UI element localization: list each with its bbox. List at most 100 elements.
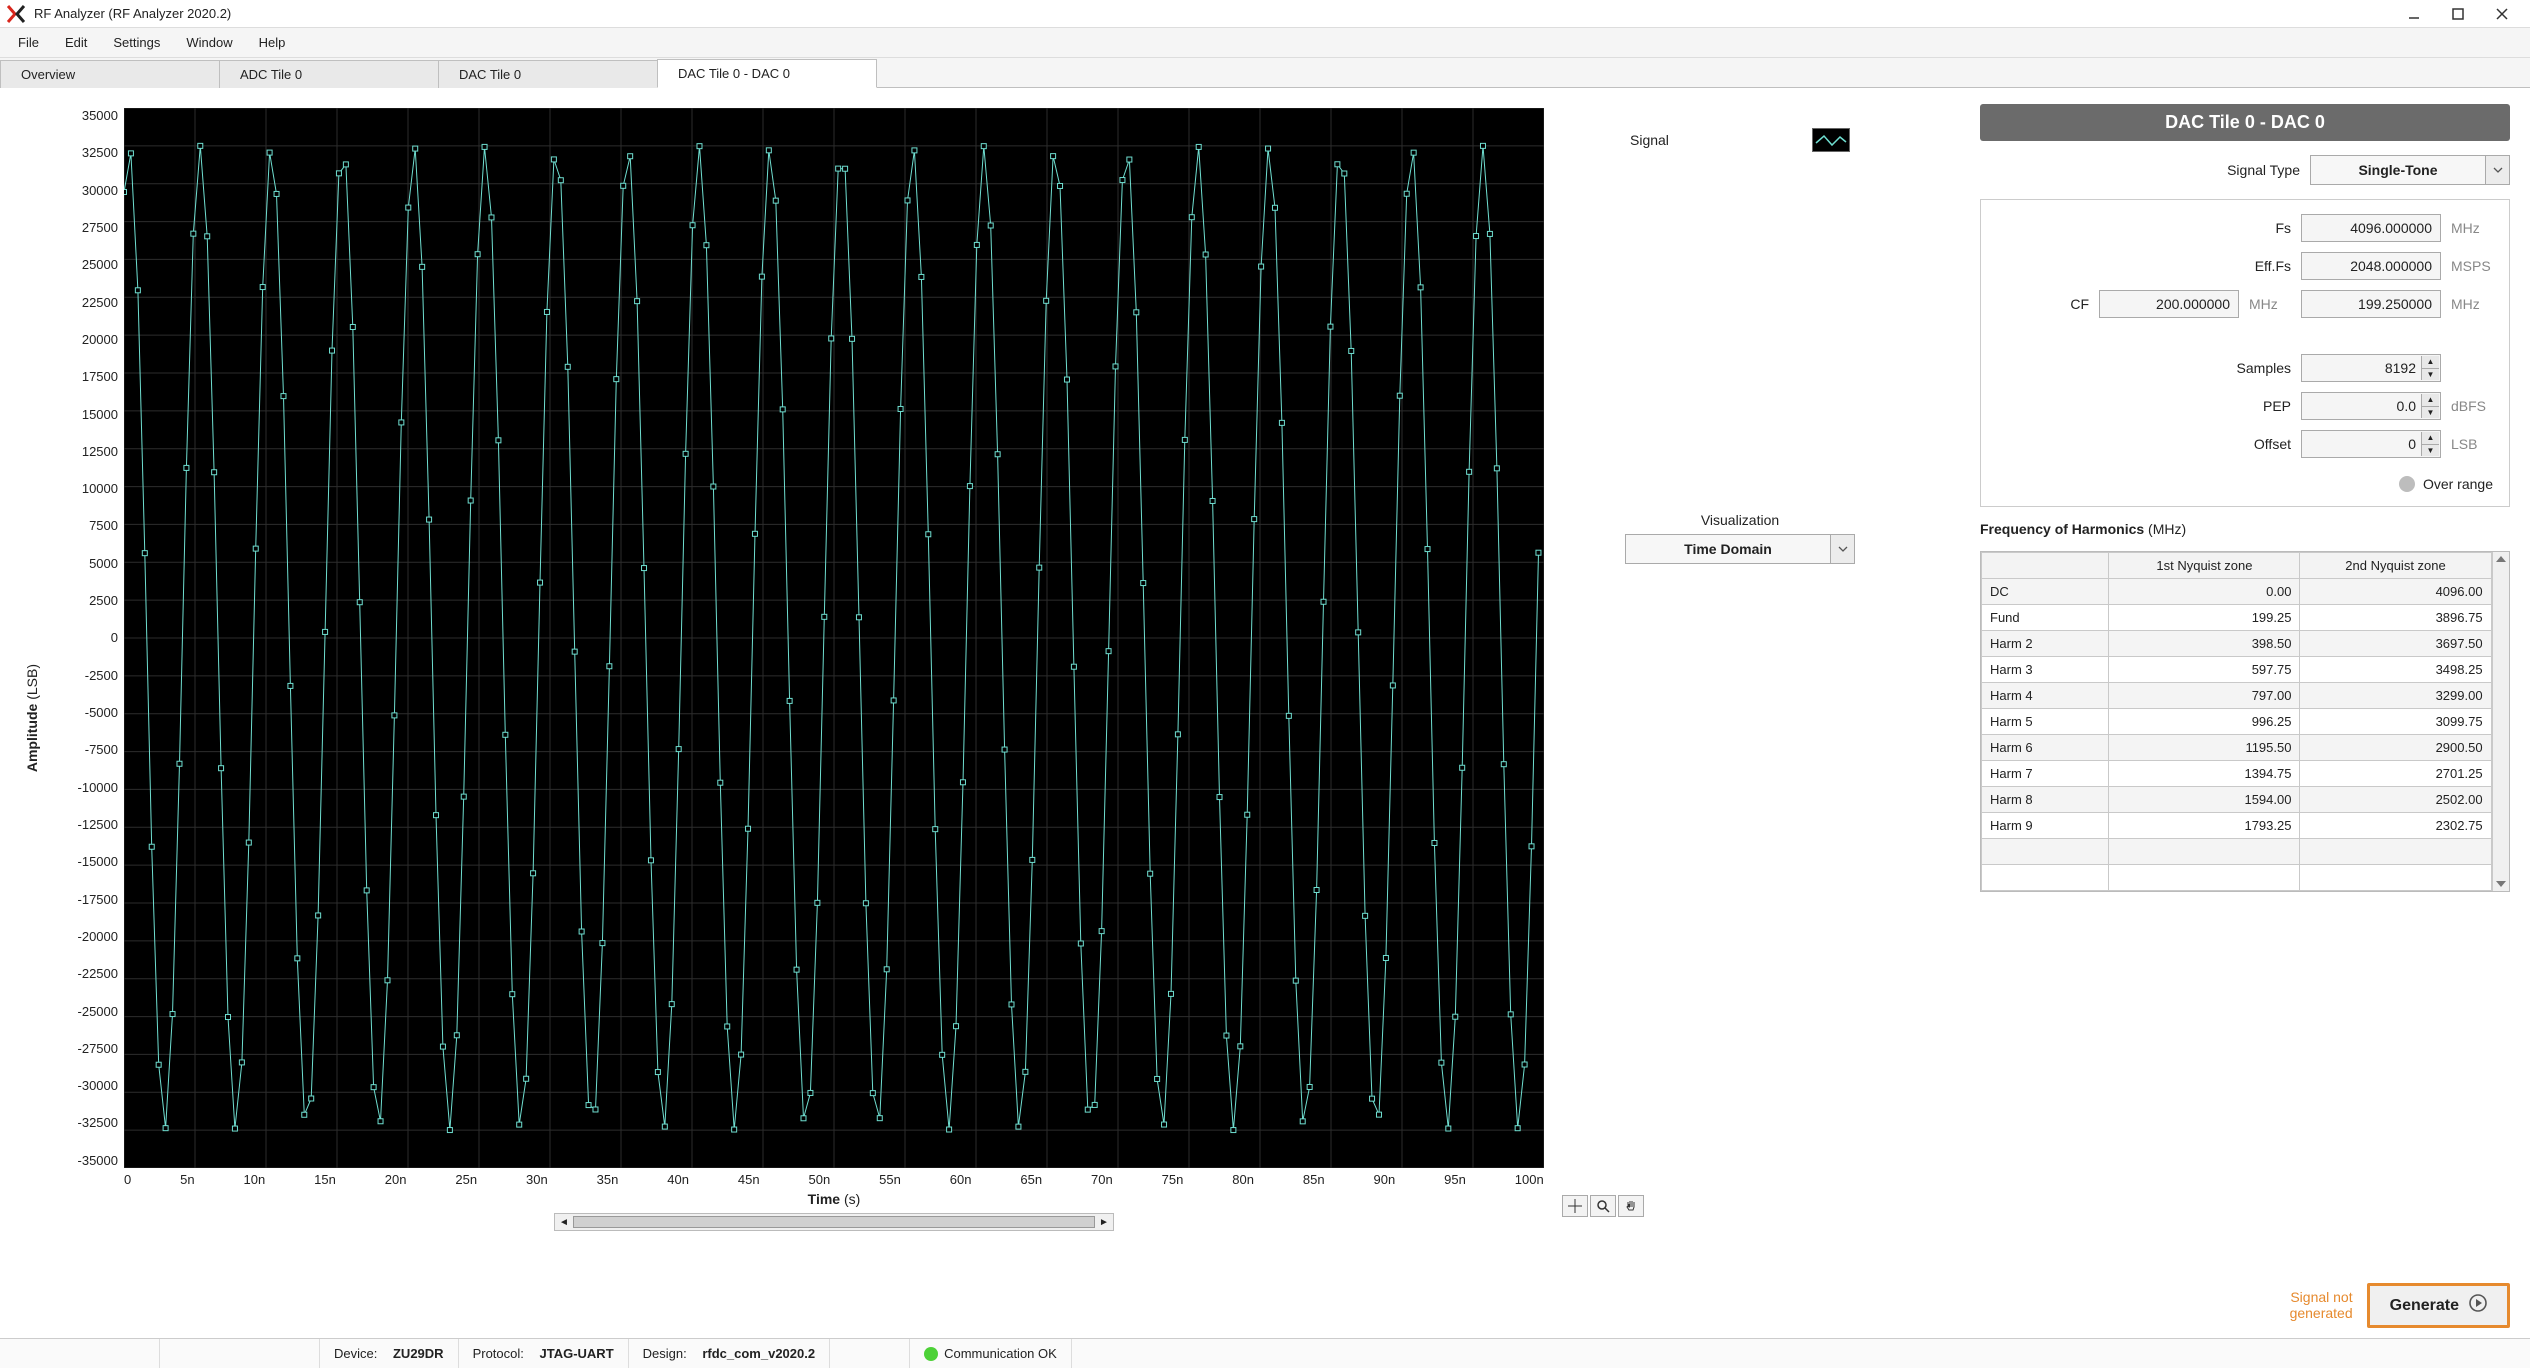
table-row[interactable]: [1982, 839, 2492, 865]
param-unit: MHz: [2249, 296, 2291, 312]
status-device: Device: ZU29DR: [320, 1339, 459, 1368]
table-row[interactable]: [1982, 865, 2492, 891]
param-block-1: Fs4096.000000MHzEff.Fs2048.000000MSPSCF2…: [1980, 199, 2510, 507]
x-tick: 10n: [244, 1172, 266, 1187]
generate-button-label: Generate: [2390, 1297, 2459, 1315]
x-tick: 45n: [738, 1172, 760, 1187]
spin-down[interactable]: ▼: [2421, 445, 2439, 457]
x-tick: 25n: [455, 1172, 477, 1187]
menu-window[interactable]: Window: [174, 31, 244, 54]
visualization-combo[interactable]: Time Domain: [1625, 534, 1855, 564]
numeric-input[interactable]: 0▲▼: [2301, 430, 2441, 458]
right-panel: DAC Tile 0 - DAC 0 Signal Type Single-To…: [1970, 88, 2530, 1338]
window-maximize-button[interactable]: [2436, 1, 2480, 27]
status-led-icon: [924, 1347, 938, 1361]
y-tick: 12500: [82, 444, 118, 459]
table-row[interactable]: DC0.004096.00: [1982, 579, 2492, 605]
y-tick: -30000: [78, 1078, 118, 1093]
table-row[interactable]: Harm 3597.753498.25: [1982, 657, 2492, 683]
panel-title: DAC Tile 0 - DAC 0: [1980, 104, 2510, 141]
signal-plot[interactable]: [124, 108, 1544, 1168]
x-tick: 55n: [879, 1172, 901, 1187]
scroll-thumb[interactable]: [573, 1216, 1095, 1228]
y-tick: 22500: [82, 295, 118, 310]
table-row[interactable]: Harm 61195.502900.50: [1982, 735, 2492, 761]
param-row-pep: PEP0.0▲▼dBFS: [1997, 392, 2493, 420]
x-axis-ticks: 05n10n15n20n25n30n35n40n45n50n55n60n65n7…: [124, 1172, 1544, 1187]
tab-overview[interactable]: Overview: [0, 60, 220, 88]
app-icon: [6, 4, 26, 24]
harmonics-table-wrap: 1st Nyquist zone2nd Nyquist zoneDC0.0040…: [1980, 551, 2510, 892]
table-row[interactable]: Harm 81594.002502.00: [1982, 787, 2492, 813]
table-row[interactable]: Harm 4797.003299.00: [1982, 683, 2492, 709]
chart-horizontal-scrollbar[interactable]: ◄ ►: [554, 1213, 1114, 1231]
signal-legend-swatch[interactable]: [1812, 128, 1850, 152]
numeric-input[interactable]: 199.250000: [2301, 290, 2441, 318]
table-row[interactable]: Harm 5996.253099.75: [1982, 709, 2492, 735]
y-tick: -7500: [85, 742, 118, 757]
pan-tool-button[interactable]: [1618, 1195, 1644, 1217]
tab-adc-tile-0[interactable]: ADC Tile 0: [219, 60, 439, 88]
y-tick: 7500: [89, 518, 118, 533]
spin-up[interactable]: ▲: [2421, 356, 2439, 369]
y-axis-label: Amplitude (LSB): [20, 664, 44, 772]
numeric-input[interactable]: 2048.000000: [2301, 252, 2441, 280]
param-label: Eff.Fs: [2255, 258, 2291, 274]
chart-wrap: Amplitude (LSB) 350003250030000275002500…: [20, 108, 1600, 1328]
y-tick: 17500: [82, 369, 118, 384]
status-design: Design: rfdc_com_v2020.2: [629, 1339, 830, 1368]
harmonics-table: 1st Nyquist zone2nd Nyquist zoneDC0.0040…: [1981, 552, 2492, 891]
over-range-led-icon: [2399, 476, 2415, 492]
window-minimize-button[interactable]: [2392, 1, 2436, 27]
x-tick: 60n: [950, 1172, 972, 1187]
window-close-button[interactable]: [2480, 1, 2524, 27]
harmonics-scrollbar[interactable]: [2492, 552, 2509, 891]
param-unit: MHz: [2451, 220, 2493, 236]
menu-edit[interactable]: Edit: [53, 31, 99, 54]
table-row[interactable]: Harm 2398.503697.50: [1982, 631, 2492, 657]
menu-help[interactable]: Help: [247, 31, 298, 54]
spin-up[interactable]: ▲: [2421, 394, 2439, 407]
menu-file[interactable]: File: [6, 31, 51, 54]
spin-down[interactable]: ▼: [2421, 407, 2439, 419]
spin-up[interactable]: ▲: [2421, 432, 2439, 445]
x-tick: 65n: [1020, 1172, 1042, 1187]
status-communication: Communication OK: [910, 1339, 1072, 1368]
x-axis-label: Time (s): [124, 1191, 1544, 1207]
menu-settings[interactable]: Settings: [101, 31, 172, 54]
scroll-right-arrow[interactable]: ►: [1095, 1217, 1113, 1228]
y-tick: 35000: [82, 108, 118, 123]
y-tick: 2500: [89, 593, 118, 608]
y-tick: -10000: [78, 780, 118, 795]
zoom-tool-button[interactable]: [1590, 1195, 1616, 1217]
x-tick: 5n: [180, 1172, 194, 1187]
chart-controls: ◄ ►: [124, 1213, 1544, 1231]
numeric-input[interactable]: 4096.000000: [2301, 214, 2441, 242]
numeric-input[interactable]: 8192▲▼: [2301, 354, 2441, 382]
signal-type-value: Single-Tone: [2311, 162, 2485, 178]
title-bar: RF Analyzer (RF Analyzer 2020.2): [0, 0, 2530, 28]
scroll-left-arrow[interactable]: ◄: [555, 1217, 573, 1228]
spin-down[interactable]: ▼: [2421, 369, 2439, 381]
numeric-input[interactable]: 200.000000: [2099, 290, 2239, 318]
tab-dac-tile-0[interactable]: DAC Tile 0: [438, 60, 658, 88]
y-tick: 25000: [82, 257, 118, 272]
signal-type-combo[interactable]: Single-Tone: [2310, 155, 2510, 185]
status-bar: Device: ZU29DR Protocol: JTAG-UART Desig…: [0, 1338, 2530, 1368]
x-tick: 90n: [1374, 1172, 1396, 1187]
y-tick: -20000: [78, 929, 118, 944]
table-row[interactable]: Fund199.253896.75: [1982, 605, 2492, 631]
generate-button[interactable]: Generate: [2367, 1283, 2510, 1328]
y-tick: -32500: [78, 1115, 118, 1130]
y-tick: 0: [111, 630, 118, 645]
content-area: Amplitude (LSB) 350003250030000275002500…: [0, 88, 2530, 1338]
x-tick: 15n: [314, 1172, 336, 1187]
numeric-input[interactable]: 0.0▲▼: [2301, 392, 2441, 420]
status-cell-empty-1: [0, 1339, 160, 1368]
tab-dac-tile-0-dac-0[interactable]: DAC Tile 0 - DAC 0: [657, 59, 877, 88]
x-tick: 20n: [385, 1172, 407, 1187]
crosshair-tool-button[interactable]: [1562, 1195, 1588, 1217]
chevron-down-icon: [2485, 156, 2509, 184]
table-row[interactable]: Harm 71394.752701.25: [1982, 761, 2492, 787]
table-row[interactable]: Harm 91793.252302.75: [1982, 813, 2492, 839]
